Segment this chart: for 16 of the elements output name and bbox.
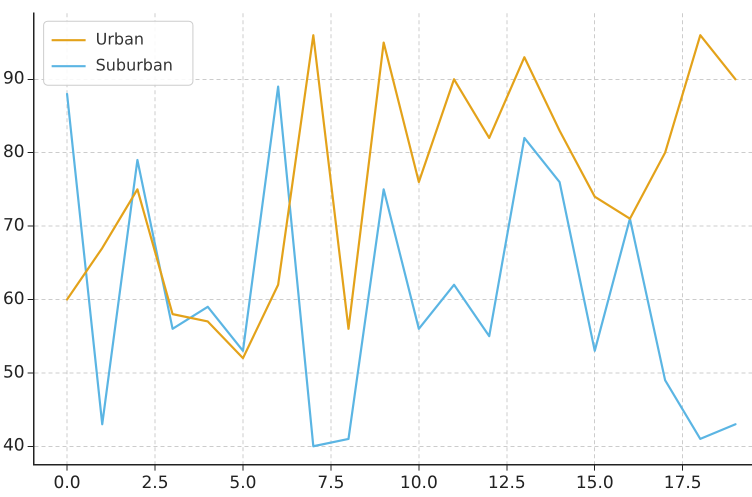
x-tick-label: 17.5 <box>664 473 702 494</box>
y-tick-label: 40 <box>2 436 25 456</box>
x-tick-label: 15.0 <box>576 473 614 494</box>
legend-label: Urban <box>96 29 144 48</box>
x-tick-label: 5.0 <box>229 473 256 494</box>
y-tick-label: 90 <box>2 68 25 89</box>
x-tick-label: 0.0 <box>54 473 81 494</box>
x-tick-label: 10.0 <box>400 473 438 494</box>
x-tick-label: 12.5 <box>488 473 526 494</box>
x-tick-label: 7.5 <box>317 473 344 494</box>
legend-label: Suburban <box>96 55 173 74</box>
y-tick-label: 60 <box>2 288 25 309</box>
y-tick-label: 50 <box>2 362 25 382</box>
y-tick-label: 70 <box>2 215 25 236</box>
y-tick-label: 80 <box>2 142 25 162</box>
x-tick-label: 2.5 <box>141 473 169 494</box>
